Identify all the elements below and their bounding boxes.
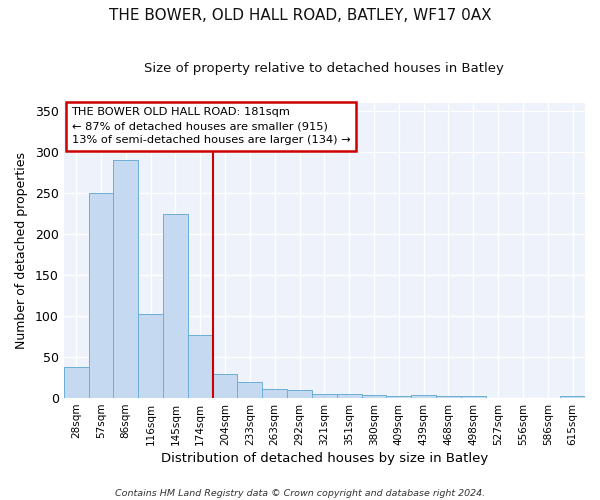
Bar (64, 367, 89, 398)
Bar (386, 396, 411, 398)
Text: THE BOWER, OLD HALL ROAD, BATLEY, WF17 0AX: THE BOWER, OLD HALL ROAD, BATLEY, WF17 0… (109, 8, 491, 22)
Bar (163, 214, 188, 398)
Text: THE BOWER OLD HALL ROAD: 181sqm
← 87% of detached houses are smaller (915)
13% o: THE BOWER OLD HALL ROAD: 181sqm ← 87% of… (71, 108, 350, 146)
X-axis label: Distribution of detached houses by size in Batley: Distribution of detached houses by size … (161, 452, 488, 465)
Bar (212, 374, 238, 398)
Bar (312, 394, 337, 398)
Bar (461, 396, 486, 398)
Bar (188, 335, 212, 398)
Bar (411, 395, 436, 398)
Bar (287, 390, 312, 398)
Bar (560, 396, 585, 398)
Text: Contains HM Land Registry data © Crown copyright and database right 2024.: Contains HM Land Registry data © Crown c… (115, 488, 485, 498)
Bar (89, 193, 113, 398)
Bar (113, 160, 138, 398)
Bar (337, 394, 362, 398)
Title: Size of property relative to detached houses in Batley: Size of property relative to detached ho… (145, 62, 504, 76)
Bar (262, 389, 287, 398)
Bar (436, 396, 461, 398)
Y-axis label: Number of detached properties: Number of detached properties (15, 152, 28, 349)
Bar (238, 382, 262, 398)
Bar (138, 314, 163, 398)
Bar (362, 395, 386, 398)
